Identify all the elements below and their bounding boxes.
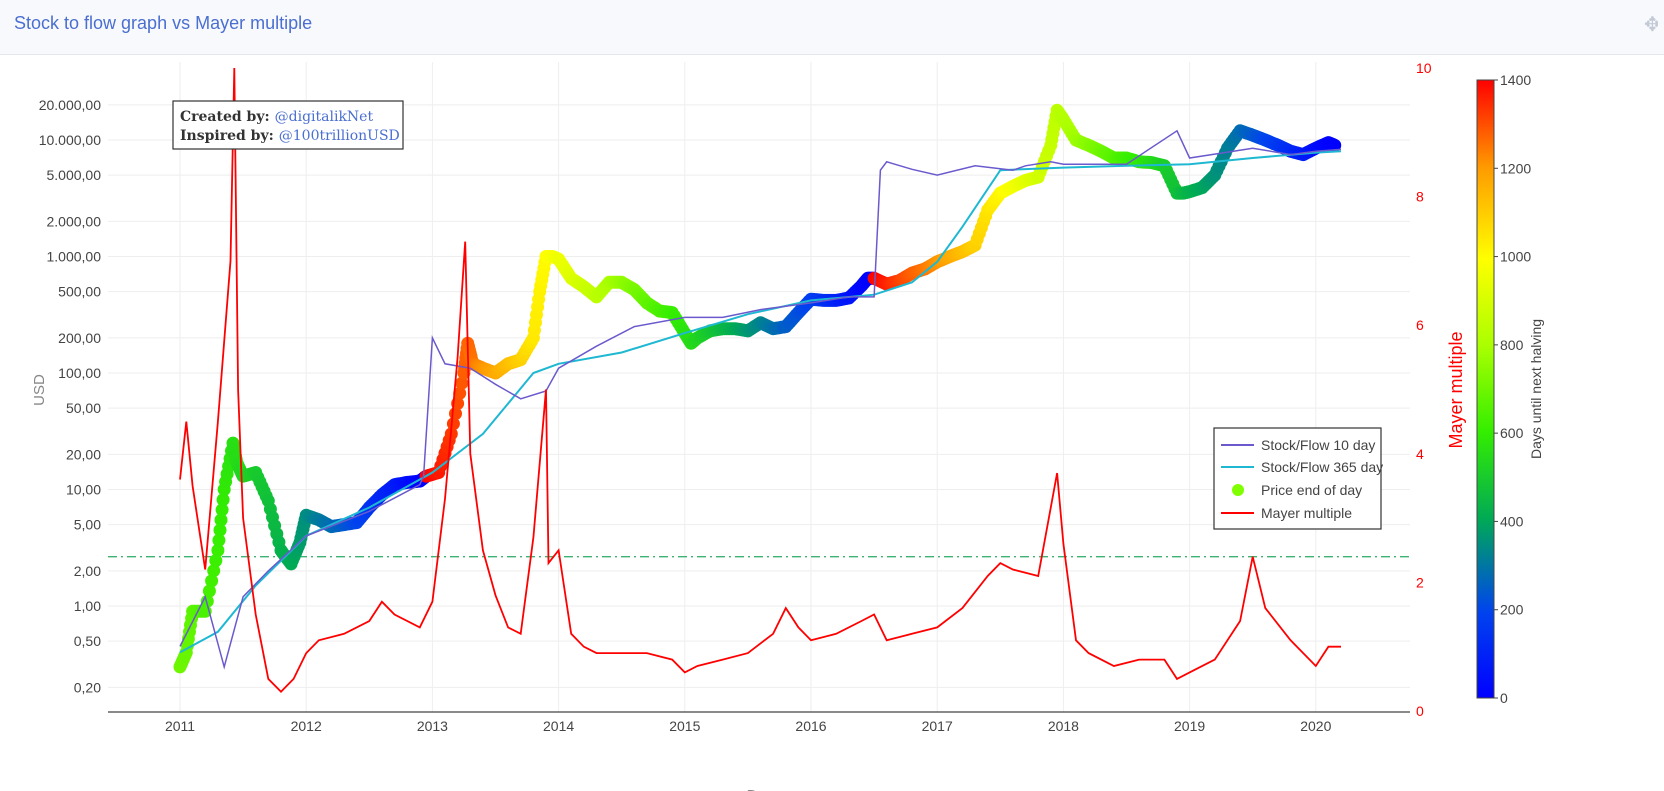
y-tick-label: 5,00 [74,517,101,533]
y-tick-label: 2.000,00 [47,213,102,229]
x-tick-label: 2018 [1048,718,1079,734]
legend: Stock/Flow 10 day Stock/Flow 365 day Pri… [1213,427,1383,530]
price-point [455,376,469,390]
price-point [453,386,467,400]
y-right-tick-label: 6 [1416,317,1424,333]
svg-text:Created by:@digitalikNet: Created by: @digitalikNet [180,109,373,125]
y-right-tick-label: 8 [1416,189,1424,205]
created-label: Created by: [180,109,270,125]
y-axis-right-label: Mayer multiple [1446,331,1466,448]
y-tick-label: 10.000,00 [39,132,101,148]
x-tick-label: 2013 [417,718,448,734]
series-mayer-multiple [179,67,1341,693]
inspired-link[interactable]: @100trillionUSD [279,128,400,144]
series-price-end-of-day [173,103,1342,674]
credits-annotation: Created by: @digitalikNet Inspired by: @10… [172,100,404,150]
colorbar-tick-label: 800 [1500,337,1524,353]
x-tick-label: 2014 [543,718,574,734]
y-tick-label: 0,20 [74,679,101,695]
colorbar-tick-label: 1000 [1500,249,1531,265]
y-tick-label: 0,50 [74,633,101,649]
x-tick-label: 2020 [1300,718,1331,734]
legend-item-sf365[interactable]: Stock/Flow 365 day [1221,459,1383,475]
y-tick-label: 5.000,00 [47,167,102,183]
grid [108,62,1410,712]
colorbar-tick-label: 1400 [1500,72,1531,88]
legend-item-sf10[interactable]: Stock/Flow 10 day [1221,437,1375,453]
legend-label: Stock/Flow 10 day [1261,437,1375,453]
price-point [209,554,223,568]
legend-label: Stock/Flow 365 day [1261,459,1383,475]
move-icon[interactable]: ✥ [1644,14,1658,36]
legend-label: Price end of day [1261,482,1362,498]
price-point [207,564,221,578]
price-point [205,574,219,588]
y-axis-left: 0,20 0,50 1,00 2,00 5,00 10,00 20,00 50,00 100,0… [39,97,102,695]
x-tick-label: 2019 [1174,718,1205,734]
y-right-tick-label: 10 [1416,60,1432,76]
legend-item-price[interactable]: Price end of day [1232,482,1362,498]
y-axis-left-label: USD [31,374,48,406]
x-tick-label: 2011 [165,718,195,734]
price-point [1328,138,1342,152]
y-tick-label: 200,00 [58,330,101,346]
y-right-tick-label: 0 [1416,703,1424,719]
y-tick-label: 1.000,00 [47,249,102,265]
y-tick-label: 20.000,00 [39,97,101,113]
colorbar-label: Days until next halving [1528,319,1544,459]
y-right-tick-label: 4 [1416,446,1424,462]
svg-text:Inspired by:@100trillionUSD: Inspired by: @100trillionUSD [180,128,400,144]
y-tick-label: 20,00 [66,446,101,462]
price-point [216,493,230,507]
x-axis: 2011 2012 2013 2014 2015 2016 2017 2018 2019 2020 [108,711,1410,734]
x-tick-label: 2016 [795,718,826,734]
y-tick-label: 1,00 [74,598,101,614]
inspired-label: Inspired by: [180,128,274,144]
y-axis-right: 0 2 4 6 8 10 [1416,60,1432,719]
y-tick-label: 2,00 [74,563,101,579]
price-point [446,417,460,431]
y-right-tick-label: 2 [1416,574,1424,590]
colorbar-tick-label: 0 [1500,690,1508,706]
x-tick-label: 2012 [291,718,322,734]
colorbar-tick-label: 400 [1500,513,1524,529]
colorbar-tick-label: 1200 [1500,160,1531,176]
series-stock-flow-365 [179,150,1342,654]
colorbar: 0 200 400 600 800 1000 1200 1400 Days until nex… [1476,72,1544,706]
price-point [212,533,226,547]
price-point [215,503,229,517]
series-stock-flow-10 [179,129,1342,670]
price-point [211,543,225,557]
x-tick-label: 2015 [669,718,700,734]
price-point [202,584,216,598]
colorbar-tick-label: 600 [1500,425,1524,441]
series-layer [173,67,1342,693]
legend-label: Mayer multiple [1261,505,1352,521]
colorbar-tick-label: 200 [1500,602,1524,618]
y-tick-label: 50,00 [66,400,101,416]
x-tick-label: 2017 [922,718,953,734]
y-tick-label: 10,00 [66,482,101,498]
price-point [214,513,228,527]
created-link[interactable]: @digitalikNet [275,109,374,125]
panel-title: Stock to flow graph vs Mayer multiple [14,13,313,33]
y-tick-label: 100,00 [58,365,101,381]
price-point [213,523,227,537]
colorbar-ticks: 0 200 400 600 800 1000 1200 1400 [1494,72,1531,706]
x-axis-label: D [747,787,758,791]
panel-header: Stock to flow graph vs Mayer multiple ✥ [0,0,1664,55]
legend-item-mayer[interactable]: Mayer multiple [1221,505,1352,521]
y-tick-label: 500,00 [58,284,101,300]
